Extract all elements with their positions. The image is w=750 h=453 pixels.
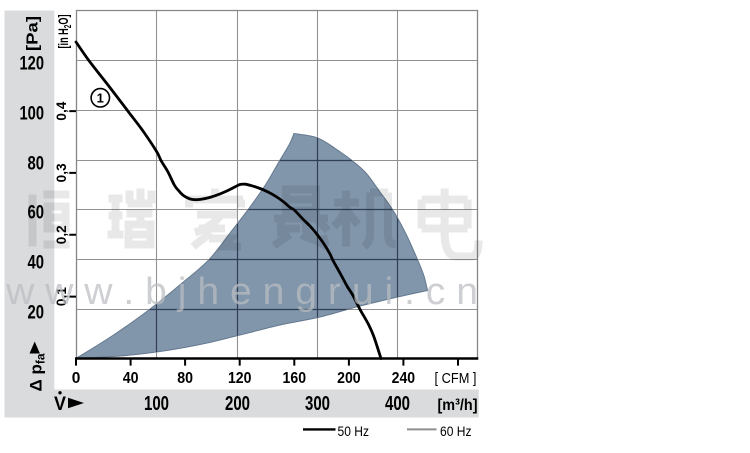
svg-text:0,4: 0,4 xyxy=(54,101,69,120)
svg-text:200: 200 xyxy=(337,370,361,387)
svg-text:400: 400 xyxy=(385,392,410,415)
svg-text:1: 1 xyxy=(97,91,104,106)
svg-text:100: 100 xyxy=(144,392,169,415)
svg-text:300: 300 xyxy=(305,392,330,415)
svg-text:120: 120 xyxy=(228,370,252,387)
svg-text:0: 0 xyxy=(72,370,81,387)
svg-text:80: 80 xyxy=(28,152,45,174)
svg-text:240: 240 xyxy=(392,370,416,387)
svg-text:20: 20 xyxy=(28,301,45,323)
svg-text:40: 40 xyxy=(123,370,139,387)
svg-text:40: 40 xyxy=(28,251,45,273)
svg-text:60: 60 xyxy=(28,201,45,223)
svg-text:[Pa]: [Pa] xyxy=(25,16,42,51)
svg-text:60 Hz: 60 Hz xyxy=(440,424,472,439)
svg-text:120: 120 xyxy=(20,52,45,74)
svg-text:0,1: 0,1 xyxy=(54,287,69,306)
svg-text:0,3: 0,3 xyxy=(54,163,69,182)
svg-text:0,2: 0,2 xyxy=(54,225,69,244)
svg-text:[in H2O]: [in H2O] xyxy=(55,15,74,49)
svg-text:V: V xyxy=(54,393,66,415)
svg-text:[m³/h]: [m³/h] xyxy=(438,397,478,414)
svg-text:[ CFM ]: [ CFM ] xyxy=(435,371,477,387)
svg-text:200: 200 xyxy=(225,392,250,415)
svg-text:50 Hz: 50 Hz xyxy=(338,424,370,439)
svg-text:100: 100 xyxy=(20,102,45,124)
svg-text:160: 160 xyxy=(283,370,307,387)
svg-text:w w w . b j h e n g r u i . c: w w w . b j h e n g r u i . c n xyxy=(5,271,478,313)
svg-text:80: 80 xyxy=(177,370,193,387)
